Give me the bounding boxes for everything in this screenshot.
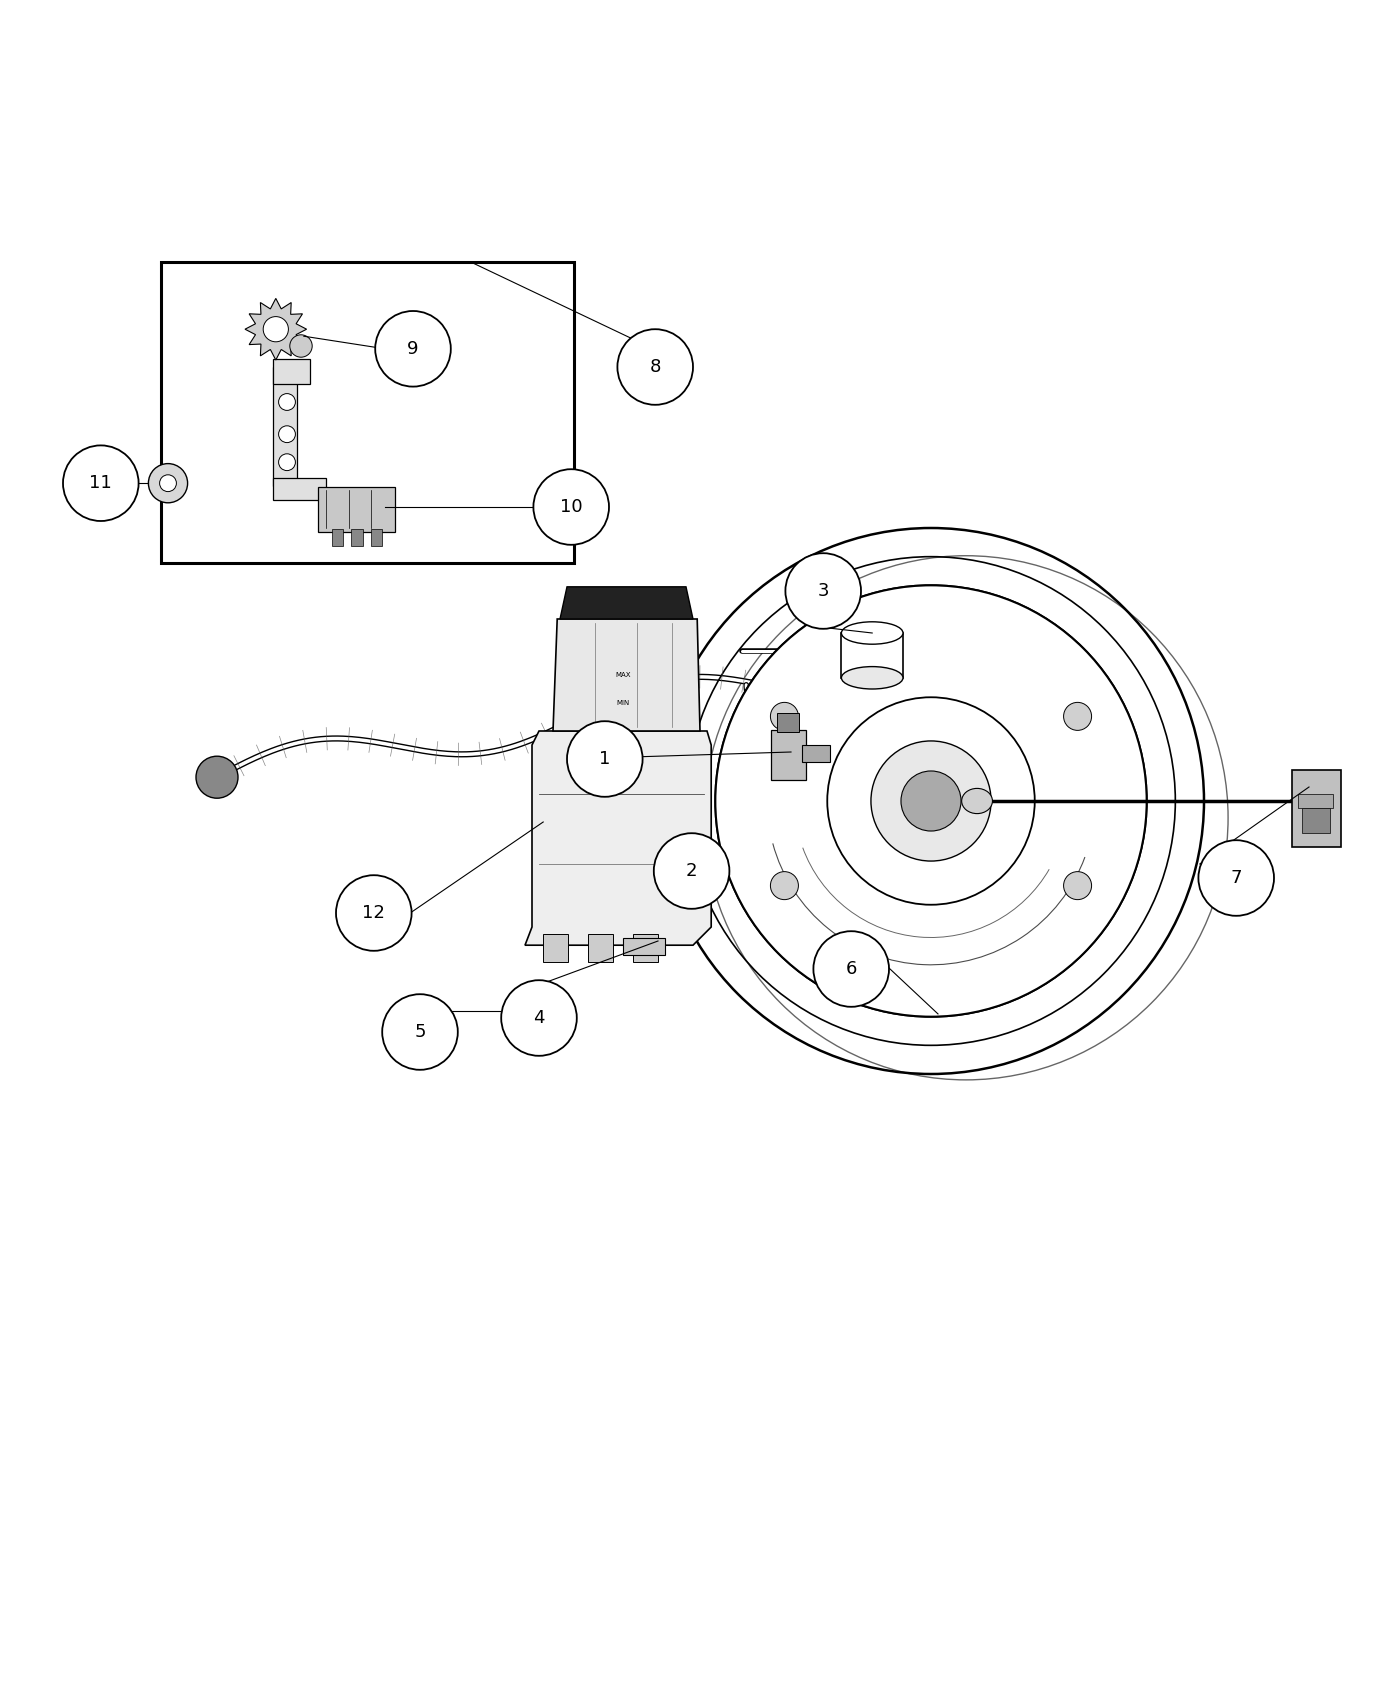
Bar bbox=[351, 529, 363, 546]
Bar bbox=[777, 712, 799, 733]
Circle shape bbox=[501, 981, 577, 1056]
Bar bbox=[771, 729, 806, 780]
Circle shape bbox=[263, 316, 288, 342]
Circle shape bbox=[1198, 840, 1274, 916]
Text: 3: 3 bbox=[818, 581, 829, 600]
Bar bbox=[1292, 770, 1341, 847]
Circle shape bbox=[770, 872, 798, 899]
Bar bbox=[1302, 808, 1330, 833]
Bar bbox=[332, 529, 343, 546]
Circle shape bbox=[336, 876, 412, 950]
Ellipse shape bbox=[841, 666, 903, 688]
Circle shape bbox=[511, 993, 547, 1028]
Ellipse shape bbox=[827, 697, 1035, 904]
Circle shape bbox=[148, 464, 188, 503]
Text: 7: 7 bbox=[1231, 869, 1242, 887]
Ellipse shape bbox=[902, 772, 960, 831]
Circle shape bbox=[521, 1003, 538, 1020]
Bar bbox=[543, 933, 568, 962]
Ellipse shape bbox=[962, 789, 993, 814]
Circle shape bbox=[160, 474, 176, 491]
Circle shape bbox=[279, 425, 295, 442]
Text: 11: 11 bbox=[90, 474, 112, 493]
Polygon shape bbox=[245, 299, 307, 360]
Polygon shape bbox=[525, 731, 711, 945]
Ellipse shape bbox=[841, 622, 903, 644]
Text: 8: 8 bbox=[650, 359, 661, 376]
Circle shape bbox=[813, 932, 889, 1006]
Text: 1: 1 bbox=[599, 750, 610, 768]
Bar bbox=[802, 745, 830, 762]
Bar bbox=[273, 478, 326, 500]
Bar bbox=[588, 933, 613, 962]
Text: 12: 12 bbox=[363, 904, 385, 921]
Ellipse shape bbox=[715, 585, 1147, 1017]
Bar bbox=[623, 938, 665, 955]
Circle shape bbox=[375, 311, 451, 386]
Ellipse shape bbox=[871, 741, 991, 862]
Bar bbox=[841, 632, 903, 678]
Text: MAX: MAX bbox=[615, 672, 631, 678]
Bar bbox=[273, 359, 311, 384]
Circle shape bbox=[654, 833, 729, 910]
Circle shape bbox=[196, 756, 238, 799]
Text: MIN: MIN bbox=[616, 700, 630, 706]
Bar bbox=[318, 488, 395, 532]
Circle shape bbox=[1064, 872, 1092, 899]
Circle shape bbox=[1064, 702, 1092, 731]
Bar bbox=[633, 933, 658, 962]
Bar bbox=[161, 262, 574, 563]
Bar bbox=[371, 529, 382, 546]
Circle shape bbox=[567, 721, 643, 797]
Bar bbox=[273, 367, 297, 486]
Text: 2: 2 bbox=[686, 862, 697, 881]
Circle shape bbox=[770, 702, 798, 731]
Circle shape bbox=[533, 469, 609, 544]
Text: 5: 5 bbox=[414, 1023, 426, 1040]
Circle shape bbox=[382, 994, 458, 1069]
Text: 4: 4 bbox=[533, 1010, 545, 1027]
Circle shape bbox=[785, 552, 861, 629]
Circle shape bbox=[617, 330, 693, 405]
Polygon shape bbox=[553, 619, 700, 731]
Text: 10: 10 bbox=[560, 498, 582, 517]
Text: 9: 9 bbox=[407, 340, 419, 357]
Bar bbox=[1298, 794, 1333, 808]
Circle shape bbox=[63, 445, 139, 520]
Circle shape bbox=[279, 454, 295, 471]
Circle shape bbox=[290, 335, 312, 357]
Circle shape bbox=[279, 394, 295, 410]
Text: 6: 6 bbox=[846, 960, 857, 977]
Polygon shape bbox=[560, 586, 693, 619]
